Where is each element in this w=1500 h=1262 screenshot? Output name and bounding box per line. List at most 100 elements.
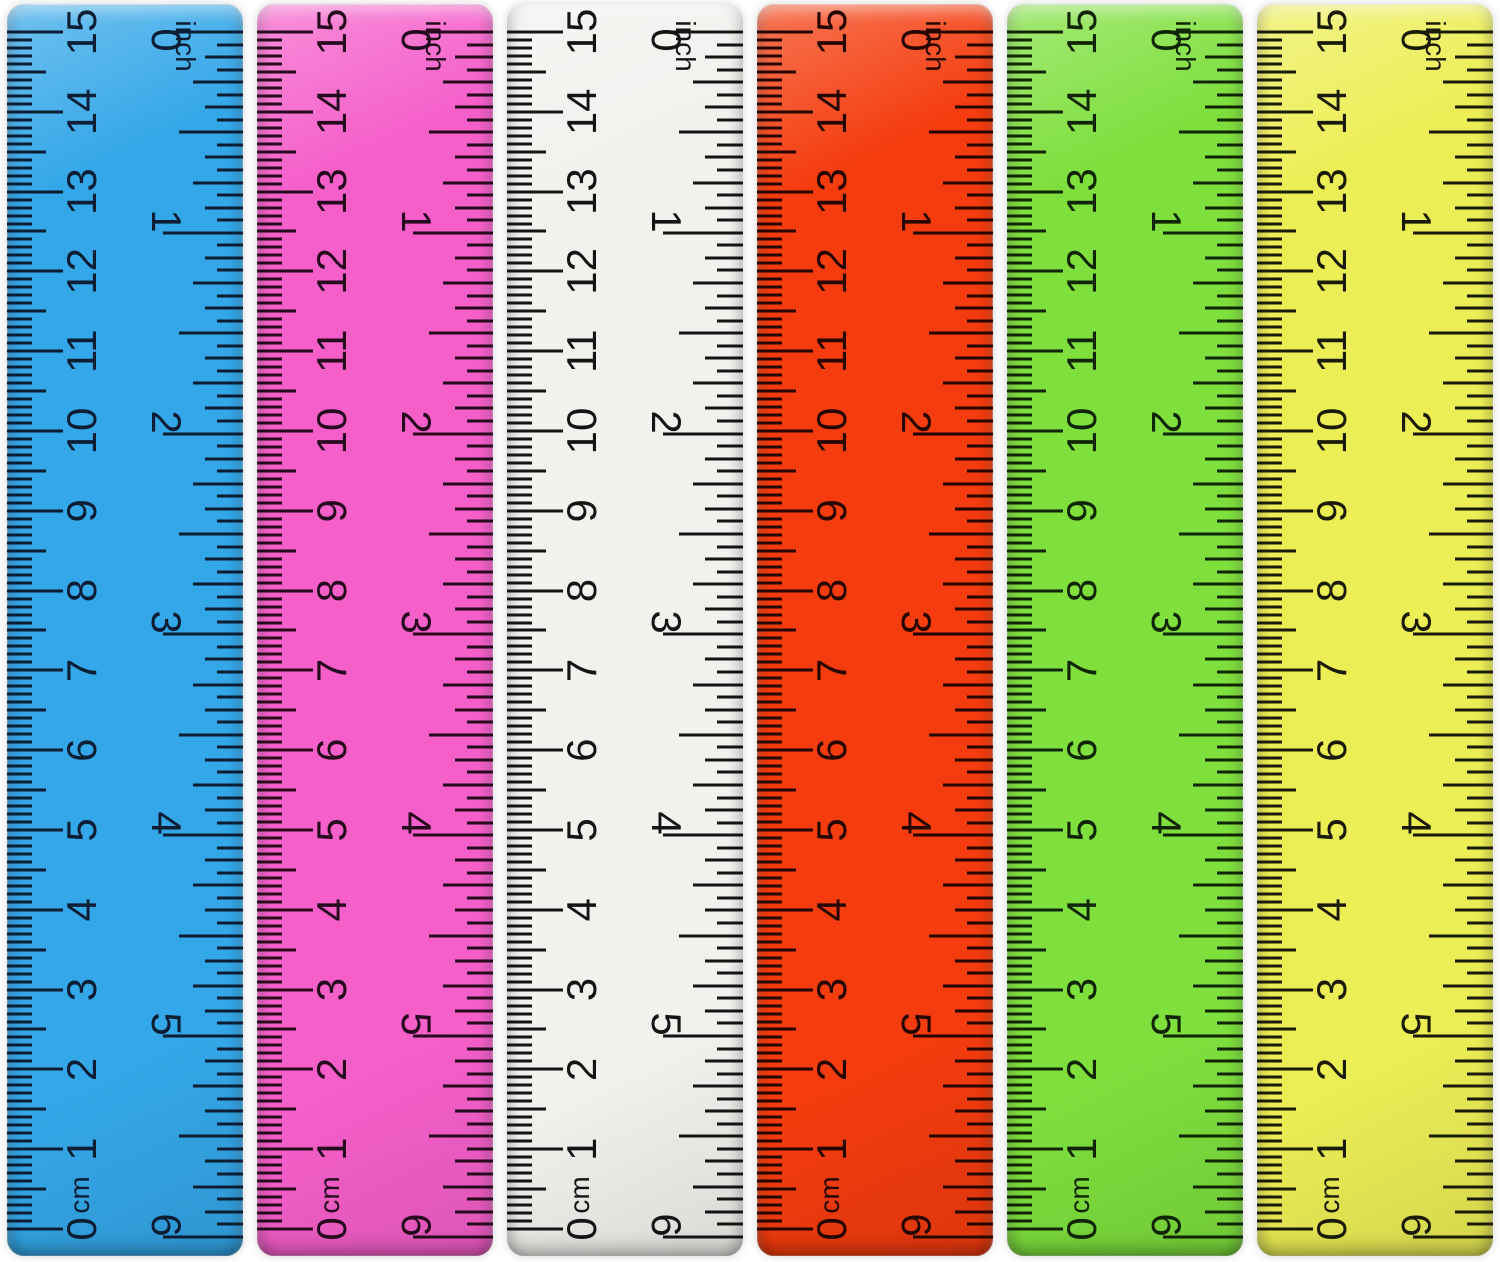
cm-tick [1257,134,1282,138]
cm-tick [757,732,782,736]
inch-tick [467,1222,493,1226]
cm-tick [507,732,532,736]
cm-tick [1257,1083,1282,1087]
cm-unit-label: cm [564,1176,595,1214]
cm-tick [507,1083,532,1087]
inch-tick [717,419,743,423]
cm-tick [7,1131,32,1135]
cm-tick [1007,876,1032,880]
cm-tick [507,1203,532,1207]
cm-tick [1007,182,1032,186]
cm-tick [757,852,782,856]
cm-tick [1007,485,1032,489]
cm-tick [7,932,32,936]
cm-tick [757,964,782,968]
cm-tick [1007,469,1046,473]
inch-tick [1205,206,1243,210]
inch-tick [429,532,493,536]
cm-tick [1257,70,1296,74]
cm-tick [257,1195,282,1199]
cm-number: 14 [58,88,105,136]
cm-tick [1007,613,1032,617]
cm-tick [757,613,782,617]
cm-tick [1007,1028,1046,1031]
inch-tick [717,218,743,222]
inch-tick [205,607,243,611]
inch-tick [455,206,493,210]
yellow-ruler: 0 1 2 3 4 5 6 7 8 9 10 11 12 13 14 15 cm 0 1 2 3 4 5 6 inch [1257,4,1493,1256]
cm-tick [1257,948,1296,952]
inch-number: 5 [393,1012,440,1036]
inch-tick [717,193,743,197]
cm-tick [7,397,32,401]
cm-tick [507,900,532,904]
cm-tick [507,852,532,856]
cm-tick [1007,421,1032,425]
cm-tick [507,70,546,74]
inch-tick [443,984,493,988]
cm-tick [257,1091,282,1095]
cm-tick [507,644,532,648]
cm-tick [507,150,546,154]
cm-tick [7,190,63,194]
inch-tick [217,1197,243,1201]
inch-tick [967,645,993,649]
cm-number: 4 [308,898,355,922]
cm-tick [257,453,282,457]
cm-number: 12 [308,248,355,295]
cm-tick [1007,581,1032,585]
inch-tick [443,80,493,84]
cm-tick [257,1020,282,1024]
cm-tick [757,1067,813,1071]
inch-tick [679,532,743,536]
cm-tick [507,940,532,944]
inch-tick [455,1009,493,1013]
inch-tick [1467,1047,1493,1051]
cm-tick [1007,1203,1032,1207]
inch-number: 4 [1393,811,1440,835]
inch-unit-label: inch [170,20,201,72]
cm-tick [1257,1012,1282,1016]
inch-tick [705,808,743,812]
inch-number: 4 [393,811,440,835]
cm-tick [1257,373,1282,377]
inch-tick [1217,996,1243,1000]
inch-tick [205,909,243,912]
cm-tick [757,1115,782,1119]
cm-number: 8 [808,578,855,603]
cm-tick [507,1147,563,1151]
cm-tick [507,405,532,409]
inch-unit-label: inch [420,20,451,72]
cm-tick [1257,190,1313,194]
inch-number: 3 [1143,610,1190,635]
inch-tick [955,105,993,109]
cm-number: 12 [58,248,105,295]
cm-tick [7,509,63,513]
cm-number: 0 [308,1217,355,1241]
cm-tick [507,972,532,976]
cm-number: 12 [808,248,855,295]
cm-tick [757,38,782,42]
cm-tick [257,317,282,321]
inch-unit-label: inch [920,20,951,72]
cm-tick [1257,964,1282,968]
cm-number: 4 [58,898,105,922]
inch-tick [217,896,243,900]
cm-tick [257,924,282,928]
inch-tick [1455,708,1493,712]
cm-tick [7,605,32,609]
cm-tick [7,214,32,218]
cm-tick [507,1179,532,1183]
inch-number: 2 [643,409,690,434]
cm-number: 15 [808,8,855,56]
inch-tick [943,181,993,185]
inch-tick [467,118,493,122]
inch-tick [717,444,743,448]
cm-tick [1257,932,1282,936]
inch-tick [1217,68,1243,72]
cm-number: 1 [1308,1137,1355,1161]
inch-tick [705,457,743,461]
inch-tick [1467,143,1493,147]
cm-tick [7,78,32,82]
inch-tick [467,1021,493,1025]
